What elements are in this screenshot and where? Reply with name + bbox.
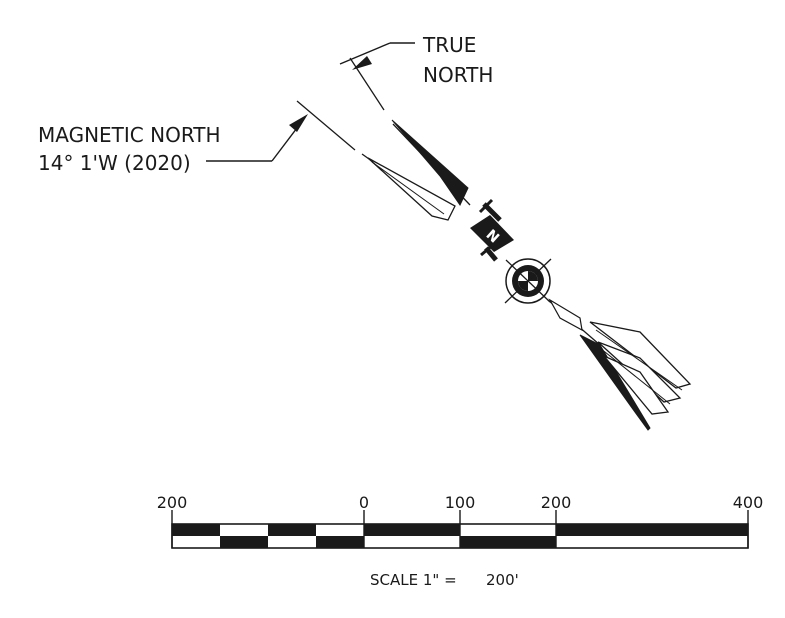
magnetic-north-label-line1: MAGNETIC NORTH xyxy=(38,123,221,147)
north-symbol: N xyxy=(470,198,514,262)
scale-caption-value: 200' xyxy=(486,571,519,589)
scale-bar xyxy=(171,510,749,549)
scale-tick-label: 200 xyxy=(541,493,572,512)
scale-tick-label: 100 xyxy=(445,493,476,512)
scale-tick-label: 400 xyxy=(733,493,764,512)
compass-center-target xyxy=(504,258,552,304)
shaft-lower-point xyxy=(548,298,583,332)
magnetic-north-label-line2: 14° 1'W (2020) xyxy=(38,151,191,175)
scale-tick-label: 0 xyxy=(359,493,369,512)
true-north-label-line1: TRUE xyxy=(422,33,476,57)
arrow-fletching xyxy=(579,321,692,431)
true-north-upper-arrow xyxy=(391,119,469,206)
magnetic-north-upper-feather xyxy=(367,157,456,221)
true-north-leader-arrowhead xyxy=(352,56,372,70)
true-north-leader xyxy=(339,42,415,70)
scale-caption-prefix: SCALE 1" = xyxy=(370,571,457,589)
true-north-label-line2: NORTH xyxy=(423,63,493,87)
magnetic-north-leader-arrowhead xyxy=(289,114,308,132)
magnetic-north-leader xyxy=(206,114,308,162)
scale-tick-label: 200 xyxy=(157,493,188,512)
